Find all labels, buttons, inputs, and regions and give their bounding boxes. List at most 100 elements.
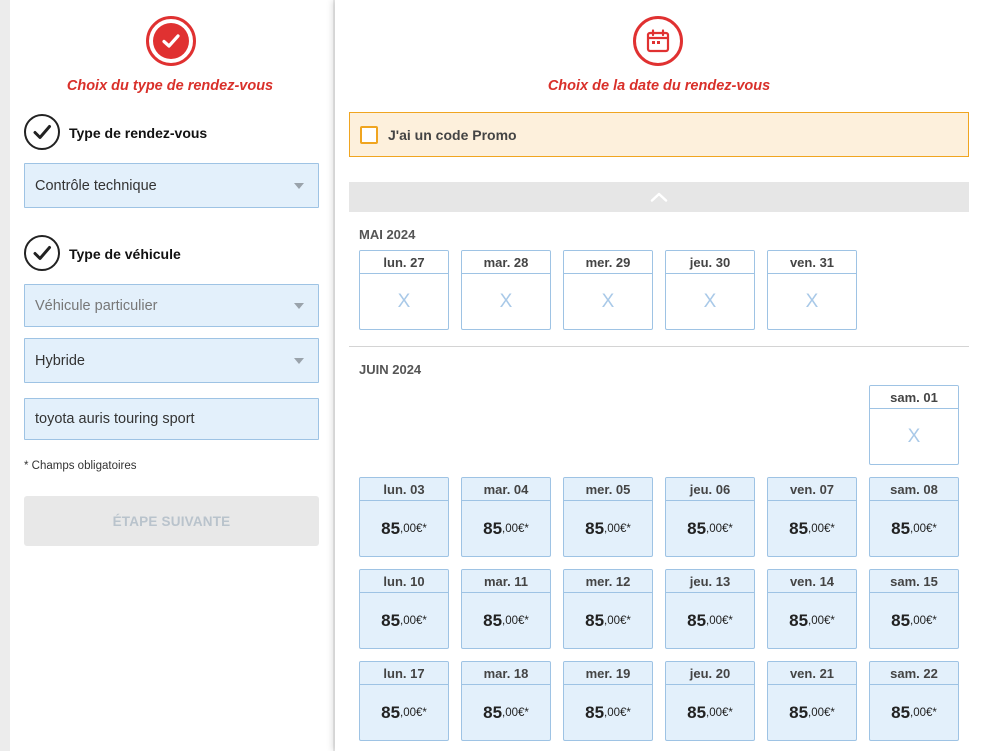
price-decimals: ,00€* (400, 614, 427, 627)
day-card[interactable]: lun. 17 85,00€* (359, 661, 449, 741)
day-label: ven. 07 (768, 478, 856, 501)
vehicle-model-value: toyota auris touring sport (35, 411, 195, 427)
appointment-type-value: Contrôle technique (35, 177, 157, 194)
unavailable-mark: X (907, 425, 921, 447)
price-amount: 85 (585, 702, 605, 722)
chevron-up-icon (650, 192, 668, 202)
day-card[interactable]: lun. 10 85,00€* (359, 569, 449, 649)
price-decimals: ,00€* (706, 522, 733, 535)
unavailable-mark: X (499, 290, 513, 312)
day-card[interactable]: sam. 15 85,00€* (869, 569, 959, 649)
price-amount: 85 (585, 610, 605, 630)
price-decimals: ,00€* (604, 706, 631, 719)
step-title-date: Choix de la date du rendez-vous (547, 78, 771, 94)
day-card[interactable]: lun. 03 85,00€* (359, 477, 449, 557)
day-label: mer. 19 (564, 662, 652, 685)
day-card[interactable]: mar. 11 85,00€* (461, 569, 551, 649)
month-divider (349, 346, 969, 347)
day-label: sam. 01 (870, 386, 958, 409)
appointment-type-panel: Choix du type de rendez-vous Type de ren… (10, 0, 333, 751)
day-price: 85,00€* (564, 685, 652, 740)
day-price: 85,00€* (462, 593, 550, 648)
day-label: jeu. 06 (666, 478, 754, 501)
day-price: 85,00€* (768, 501, 856, 556)
day-card: lun. 27 X (359, 250, 449, 330)
day-card[interactable]: mer. 19 85,00€* (563, 661, 653, 741)
energy-select[interactable]: Hybride (24, 338, 319, 383)
month-label-may: MAI 2024 (359, 227, 416, 242)
day-label: jeu. 13 (666, 570, 754, 593)
day-label: sam. 22 (870, 662, 958, 685)
price-decimals: ,00€* (910, 522, 937, 535)
day-label: ven. 31 (768, 251, 856, 274)
day-label: mar. 28 (462, 251, 550, 274)
day-price: 85,00€* (870, 685, 958, 740)
price-amount: 85 (483, 702, 503, 722)
day-card[interactable]: mar. 04 85,00€* (461, 477, 551, 557)
price-amount: 85 (687, 702, 707, 722)
day-card: sam. 01 X (869, 385, 959, 465)
unavailable-mark: X (601, 290, 615, 312)
day-label: mer. 29 (564, 251, 652, 274)
price-amount: 85 (789, 518, 809, 538)
day-card[interactable]: jeu. 20 85,00€* (665, 661, 755, 741)
day-card[interactable]: mar. 18 85,00€* (461, 661, 551, 741)
vehicle-category-value: Véhicule particulier (35, 297, 158, 314)
vehicle-type-label: Type de véhicule (69, 246, 181, 262)
next-step-button[interactable]: ÉTAPE SUIVANTE (24, 496, 319, 546)
promo-label: J'ai un code Promo (388, 126, 517, 143)
day-card[interactable]: mer. 12 85,00€* (563, 569, 653, 649)
price-decimals: ,00€* (502, 522, 529, 535)
price-decimals: ,00€* (910, 706, 937, 719)
unavailable-mark: X (805, 290, 819, 312)
day-card[interactable]: mer. 05 85,00€* (563, 477, 653, 557)
price-decimals: ,00€* (604, 614, 631, 627)
day-label: lun. 10 (360, 570, 448, 593)
price-amount: 85 (789, 702, 809, 722)
day-price: 85,00€* (666, 593, 754, 648)
price-decimals: ,00€* (808, 706, 835, 719)
appointment-type-label: Type de rendez-vous (69, 125, 208, 141)
day-label: mer. 05 (564, 478, 652, 501)
required-fields-note: * Champs obligatoires (24, 460, 137, 472)
day-label: mar. 18 (462, 662, 550, 685)
day-label: sam. 08 (870, 478, 958, 501)
price-amount: 85 (789, 610, 809, 630)
collapse-toggle[interactable] (349, 182, 969, 212)
promo-code-option[interactable]: J'ai un code Promo (349, 112, 969, 157)
day-card[interactable]: sam. 08 85,00€* (869, 477, 959, 557)
caret-down-icon (294, 182, 304, 189)
day-card[interactable]: sam. 22 85,00€* (869, 661, 959, 741)
price-decimals: ,00€* (400, 522, 427, 535)
promo-checkbox[interactable] (360, 125, 378, 144)
energy-value: Hybride (35, 352, 85, 369)
day-label: ven. 21 (768, 662, 856, 685)
day-card[interactable]: jeu. 06 85,00€* (665, 477, 755, 557)
day-price: 85,00€* (360, 501, 448, 556)
day-card[interactable]: jeu. 13 85,00€* (665, 569, 755, 649)
checkmark-circle-icon (24, 235, 60, 271)
day-card: ven. 31 X (767, 250, 857, 330)
day-card: mer. 29 X (563, 250, 653, 330)
price-decimals: ,00€* (502, 614, 529, 627)
day-card[interactable]: ven. 07 85,00€* (767, 477, 857, 557)
price-amount: 85 (483, 518, 503, 538)
day-price: 85,00€* (768, 685, 856, 740)
day-card[interactable]: ven. 14 85,00€* (767, 569, 857, 649)
price-amount: 85 (483, 610, 503, 630)
day-card: jeu. 30 X (665, 250, 755, 330)
day-label: jeu. 20 (666, 662, 754, 685)
day-label: mer. 12 (564, 570, 652, 593)
day-card[interactable]: ven. 21 85,00€* (767, 661, 857, 741)
price-amount: 85 (585, 518, 605, 538)
appointment-type-select[interactable]: Contrôle technique (24, 163, 319, 208)
calendar-badge-icon (633, 16, 683, 66)
price-decimals: ,00€* (502, 706, 529, 719)
appointment-date-panel: Choix de la date du rendez-vous J'ai un … (335, 0, 985, 751)
unavailable-mark: X (397, 290, 411, 312)
price-decimals: ,00€* (400, 706, 427, 719)
day-price: 85,00€* (666, 501, 754, 556)
day-price: 85,00€* (870, 593, 958, 648)
vehicle-model-input[interactable]: toyota auris touring sport (24, 398, 319, 440)
vehicle-category-select[interactable]: Véhicule particulier (24, 284, 319, 327)
